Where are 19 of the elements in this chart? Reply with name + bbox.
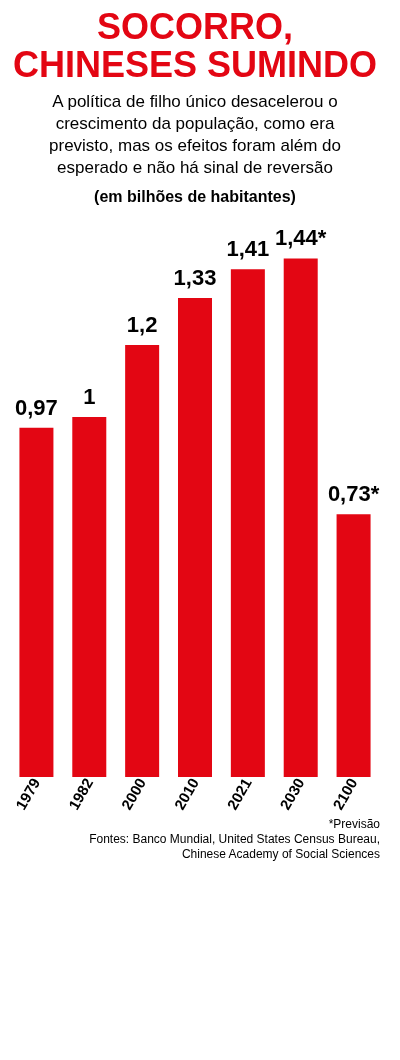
bar — [283, 258, 318, 777]
data-label: 1,2 — [126, 311, 158, 337]
bar — [336, 514, 371, 777]
data-label: 1,33 — [173, 265, 217, 291]
bar — [178, 298, 212, 777]
text: *Previsão — [328, 817, 381, 831]
data-label: 0,97 — [15, 394, 58, 420]
data-label: 1,41 — [226, 236, 270, 262]
bar — [19, 427, 54, 777]
chart-title: SOCORRO, CHINESES SUMINDO — [12, 6, 378, 85]
bar — [125, 344, 160, 777]
text: Fontes: Banco Mundial, United States Census Bureau, Chinese Academy of Social Sciences — [89, 832, 380, 861]
bar — [230, 269, 265, 777]
y-axis-title: (em bilhões de habitantes) — [94, 188, 296, 205]
data-label: 1 — [83, 383, 96, 409]
data-label: 1,44* — [275, 225, 327, 251]
data-label: 0,73* — [327, 481, 380, 507]
bar — [72, 416, 107, 777]
chart-subtitle: A política de filho único desacelerou o crescimento da população, como era previsto, mas os efeitos foram além do esperado e não há sinal de reversão — [49, 92, 341, 178]
